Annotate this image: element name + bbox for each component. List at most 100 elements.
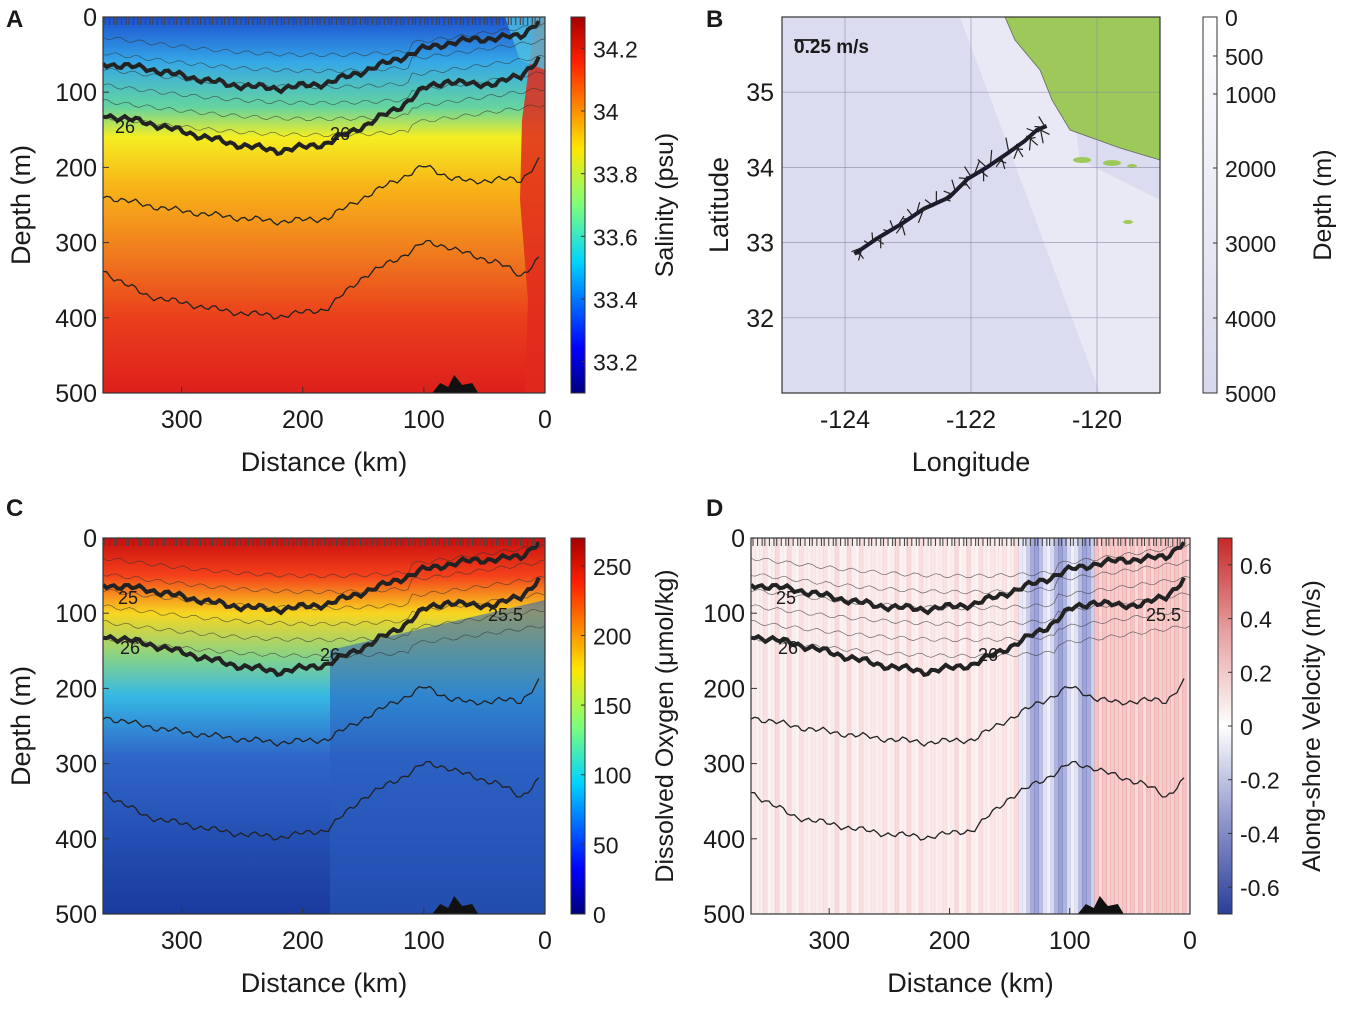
scale-label: 0.25 m/s	[794, 37, 869, 58]
x-axis-label: Distance (km)	[241, 968, 408, 998]
velocity-vector	[995, 154, 1006, 168]
velocity-stripe	[1174, 538, 1179, 914]
x-tick-label: -122	[946, 406, 996, 434]
velocity-stripe	[1034, 538, 1039, 914]
colorbar-tick-label: 3000	[1225, 231, 1276, 257]
velocity-vector	[919, 205, 935, 212]
velocity-stripe	[1014, 538, 1019, 914]
velocity-stripe	[774, 538, 780, 914]
x-tick-label: 300	[808, 927, 850, 955]
velocity-stripe	[1178, 538, 1183, 914]
isopycnal-line	[103, 38, 545, 74]
velocity-stripe	[1006, 538, 1011, 914]
y-tick-label: 300	[55, 230, 97, 258]
isopycnal-label: 25	[776, 588, 796, 608]
velocity-stripe	[759, 538, 764, 914]
velocity-stripe	[982, 538, 988, 914]
y-tick-label: 0	[83, 4, 97, 32]
colorbar-a	[570, 16, 586, 394]
x-axis-label: Distance (km)	[887, 968, 1054, 998]
velocity-stripe	[858, 538, 864, 914]
velocity-vector	[857, 248, 863, 261]
velocity-stripe	[898, 538, 904, 914]
isopycnal-line	[103, 239, 540, 320]
isopycnal-label: 26	[778, 638, 798, 658]
velocity-stripe	[1082, 538, 1087, 914]
isopycnal-line	[103, 71, 545, 106]
velocity-stripe	[763, 538, 768, 914]
velocity-stripe	[866, 538, 872, 914]
isopycnals-d: 25 26 26 25.5	[751, 541, 1190, 914]
velocity-stripe	[882, 538, 888, 914]
velocity-vector	[973, 160, 981, 176]
oxygen-field: 25 26 26 25.5	[103, 538, 545, 914]
colorbar-label: Salinity (psu)	[651, 133, 679, 278]
velocity-stripe	[990, 538, 996, 914]
velocity-stripe	[1154, 538, 1159, 914]
velocity-vector	[964, 181, 971, 190]
x-tick-label: 300	[161, 927, 203, 955]
velocity-vector	[989, 149, 993, 165]
isopycnal-line	[103, 157, 540, 226]
velocity-stripe	[1122, 538, 1127, 914]
colorbar-tick-label: 0.6	[1240, 553, 1272, 579]
velocity-stripe	[886, 538, 892, 914]
velocity-stripe	[958, 538, 964, 914]
velocity-stripe	[1130, 538, 1135, 914]
x-tick-label: 0	[538, 406, 552, 434]
velocity-vector	[1027, 133, 1034, 138]
velocity-vector	[851, 245, 866, 253]
y-tick-label: 300	[55, 751, 97, 779]
velocity-stripe	[818, 538, 824, 914]
y-tick-label: 500	[55, 380, 97, 408]
y-tick-label: 400	[55, 305, 97, 333]
colorbar-tick-label: 1000	[1225, 82, 1276, 108]
colorbar-c	[570, 537, 586, 915]
isopycnal-line	[751, 575, 1190, 611]
x-tick-label: 200	[282, 406, 324, 434]
velocity-stripe	[1126, 538, 1131, 914]
velocity-stripe	[930, 538, 936, 914]
velocity-stripe	[1050, 538, 1055, 914]
velocity-vector	[872, 233, 886, 244]
velocity-stripe	[1038, 538, 1043, 914]
panel-label-c: C	[6, 495, 23, 522]
colorbar-tick-label: -0.2	[1240, 768, 1280, 794]
x-tick-label: 0	[538, 927, 552, 955]
velocity-stripe	[966, 538, 972, 914]
velocity-vector	[964, 166, 972, 178]
velocity-stripe	[810, 538, 816, 914]
colorbar-tick-label: 33.4	[593, 287, 638, 313]
colorbar-tick-label: 33.8	[593, 162, 638, 188]
velocity-stripe	[802, 538, 808, 914]
velocity-stripe	[830, 538, 836, 914]
velocity-stripe	[910, 538, 916, 914]
isopycnal-line	[751, 543, 1190, 579]
y-tick-label: 200	[55, 154, 97, 182]
velocity-vector	[943, 196, 950, 202]
x-tick-label: 200	[282, 927, 324, 955]
colorbar-tick-label: 0	[1240, 714, 1253, 740]
velocity-stripe	[1138, 538, 1143, 914]
station-ticks-c	[104, 538, 541, 546]
velocity-stripe	[751, 538, 756, 914]
velocity-stripe	[1066, 538, 1071, 914]
velocity-vector	[1024, 135, 1028, 142]
velocity-stripe	[1110, 538, 1115, 914]
velocity-vector	[922, 206, 929, 210]
velocity-vector	[1026, 127, 1036, 133]
velocity-stripe	[962, 538, 968, 914]
colorbar-b	[1202, 16, 1218, 394]
velocity-vector	[857, 251, 864, 259]
isopycnal-line	[751, 678, 1185, 747]
velocity-stripe	[822, 538, 828, 914]
velocity-stripe	[994, 538, 999, 914]
y-axis-label: Depth (m)	[6, 666, 36, 786]
map-grid	[782, 17, 1160, 393]
isopycnal-label: 25.5	[488, 605, 523, 625]
velocity-stripe	[1078, 538, 1083, 914]
velocity-stripe	[942, 538, 948, 914]
station-ticks-a	[104, 17, 541, 25]
isopycnal-line	[103, 22, 545, 58]
velocity-stripe	[922, 538, 928, 914]
